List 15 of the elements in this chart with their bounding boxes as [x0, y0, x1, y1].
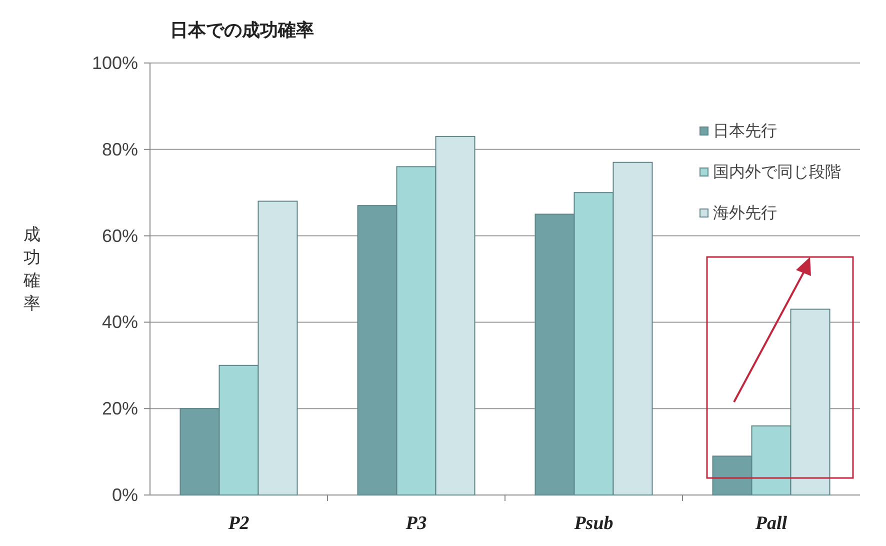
y-tick-label: 40% [102, 312, 138, 332]
y-tick-label: 80% [102, 139, 138, 160]
legend-label: 海外先行 [713, 204, 777, 222]
y-axis-title: 成功確率 [22, 225, 40, 313]
legend-label: 国内外で同じ段階 [713, 163, 841, 181]
x-tick-label: Psub [573, 513, 614, 534]
legend-label: 日本先行 [713, 122, 777, 140]
y-tick-label: 60% [102, 226, 138, 246]
chart-title: 日本での成功確率 [170, 20, 314, 40]
x-tick-label: Pall [754, 513, 788, 534]
x-tick-label: P3 [404, 513, 427, 534]
y-tick-label: 100% [92, 53, 138, 73]
y-tick-label: 20% [102, 398, 138, 419]
x-tick-label: P2 [227, 513, 250, 534]
y-tick-label: 0% [112, 485, 138, 505]
